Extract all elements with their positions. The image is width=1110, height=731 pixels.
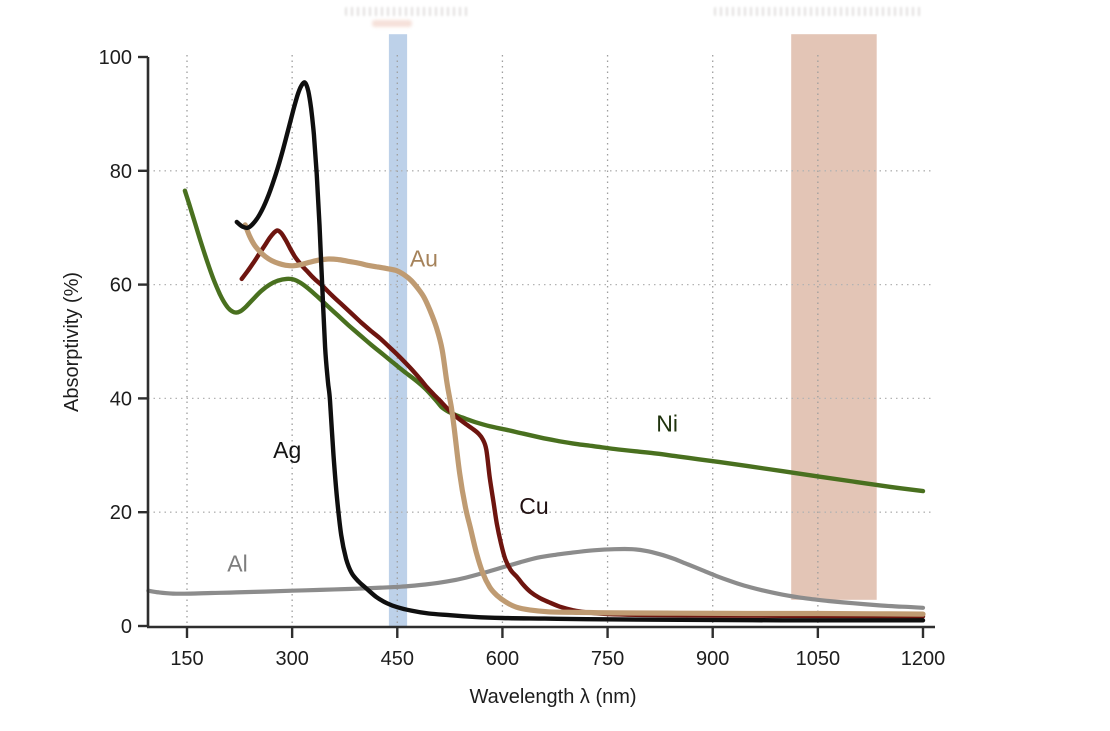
series-line-Au	[242, 222, 926, 617]
y-tick-label-0: 0	[121, 616, 132, 638]
y-tick-label-80: 80	[110, 161, 132, 183]
axes	[138, 55, 935, 638]
cropped-artifact-pink	[372, 20, 412, 27]
cropped-text-artifact-left	[345, 7, 468, 16]
series-label-Cu: Cu	[519, 493, 548, 519]
y-tick-label-60: 60	[110, 275, 132, 297]
y-tick-label-20: 20	[110, 502, 132, 524]
y-axis-title: Absorptivity (%)	[61, 272, 83, 412]
ir-laser-wavelength-band	[791, 34, 877, 600]
series-labels: Al Ni Cu Au Ag	[227, 245, 678, 576]
x-tick-label-150: 150	[170, 648, 203, 670]
x-tick-label-1200: 1200	[901, 648, 946, 670]
cropped-text-artifact-right	[714, 7, 922, 16]
series-line-Cu	[239, 228, 926, 619]
x-tick-label-750: 750	[591, 648, 624, 670]
series-label-Au: Au	[410, 245, 438, 271]
x-tick-label-450: 450	[381, 648, 414, 670]
blue-laser-wavelength-band	[388, 34, 408, 626]
x-tick-label-600: 600	[486, 648, 519, 670]
tick-labels: 0 20 40 60 80 100 150 300 450 600 750 900 1050 1200	[99, 47, 946, 670]
x-tick-label-1050: 1050	[796, 648, 841, 670]
y-tick-label-40: 40	[110, 388, 132, 410]
series-lines	[146, 80, 926, 623]
series-label-Ag: Ag	[273, 437, 301, 463]
laser-wavelength-bands	[388, 34, 877, 626]
x-tick-label-900: 900	[696, 648, 729, 670]
series-label-Al: Al	[227, 550, 247, 576]
y-tick-label-100: 100	[99, 47, 132, 69]
x-axis-title: Wavelength λ (nm)	[469, 686, 636, 708]
x-tick-label-300: 300	[275, 648, 308, 670]
series-line-Ag	[234, 80, 926, 623]
series-line-Ni	[182, 188, 926, 494]
series-line-Al	[146, 546, 926, 610]
series-label-Ni: Ni	[656, 410, 678, 436]
